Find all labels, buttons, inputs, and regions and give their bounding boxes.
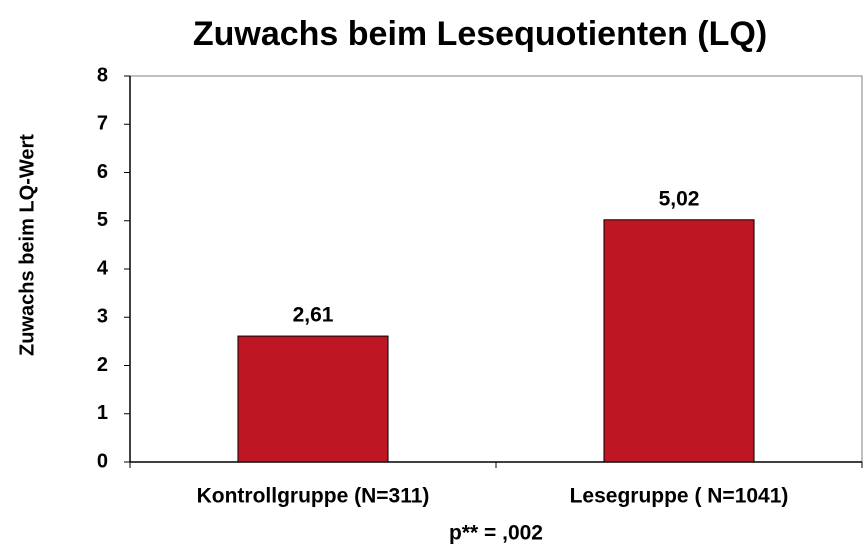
y-tick-label: 5	[97, 209, 108, 231]
y-tick-label: 2	[97, 354, 108, 376]
y-tick-label: 4	[97, 257, 109, 279]
value-label: 5,02	[659, 187, 700, 210]
y-tick-label: 6	[97, 161, 108, 183]
annotation: p** = ,002	[449, 522, 543, 545]
y-tick-label: 8	[97, 64, 108, 86]
bar	[603, 219, 755, 463]
x-tick-label: Kontrollgruppe (N=311)	[197, 485, 430, 508]
y-tick-label: 3	[97, 306, 108, 328]
y-tick-label: 0	[97, 450, 108, 472]
x-tick-label: Lesegruppe ( N=1041)	[570, 485, 789, 508]
y-axis-label: Zuwachs beim LQ-Wert	[16, 134, 38, 356]
y-tick-label: 1	[97, 402, 108, 424]
bar	[237, 335, 389, 463]
value-label: 2,61	[293, 304, 334, 327]
y-tick-label: 7	[97, 113, 108, 135]
chart-title: Zuwachs beim Lesequotienten (LQ)	[193, 15, 767, 53]
